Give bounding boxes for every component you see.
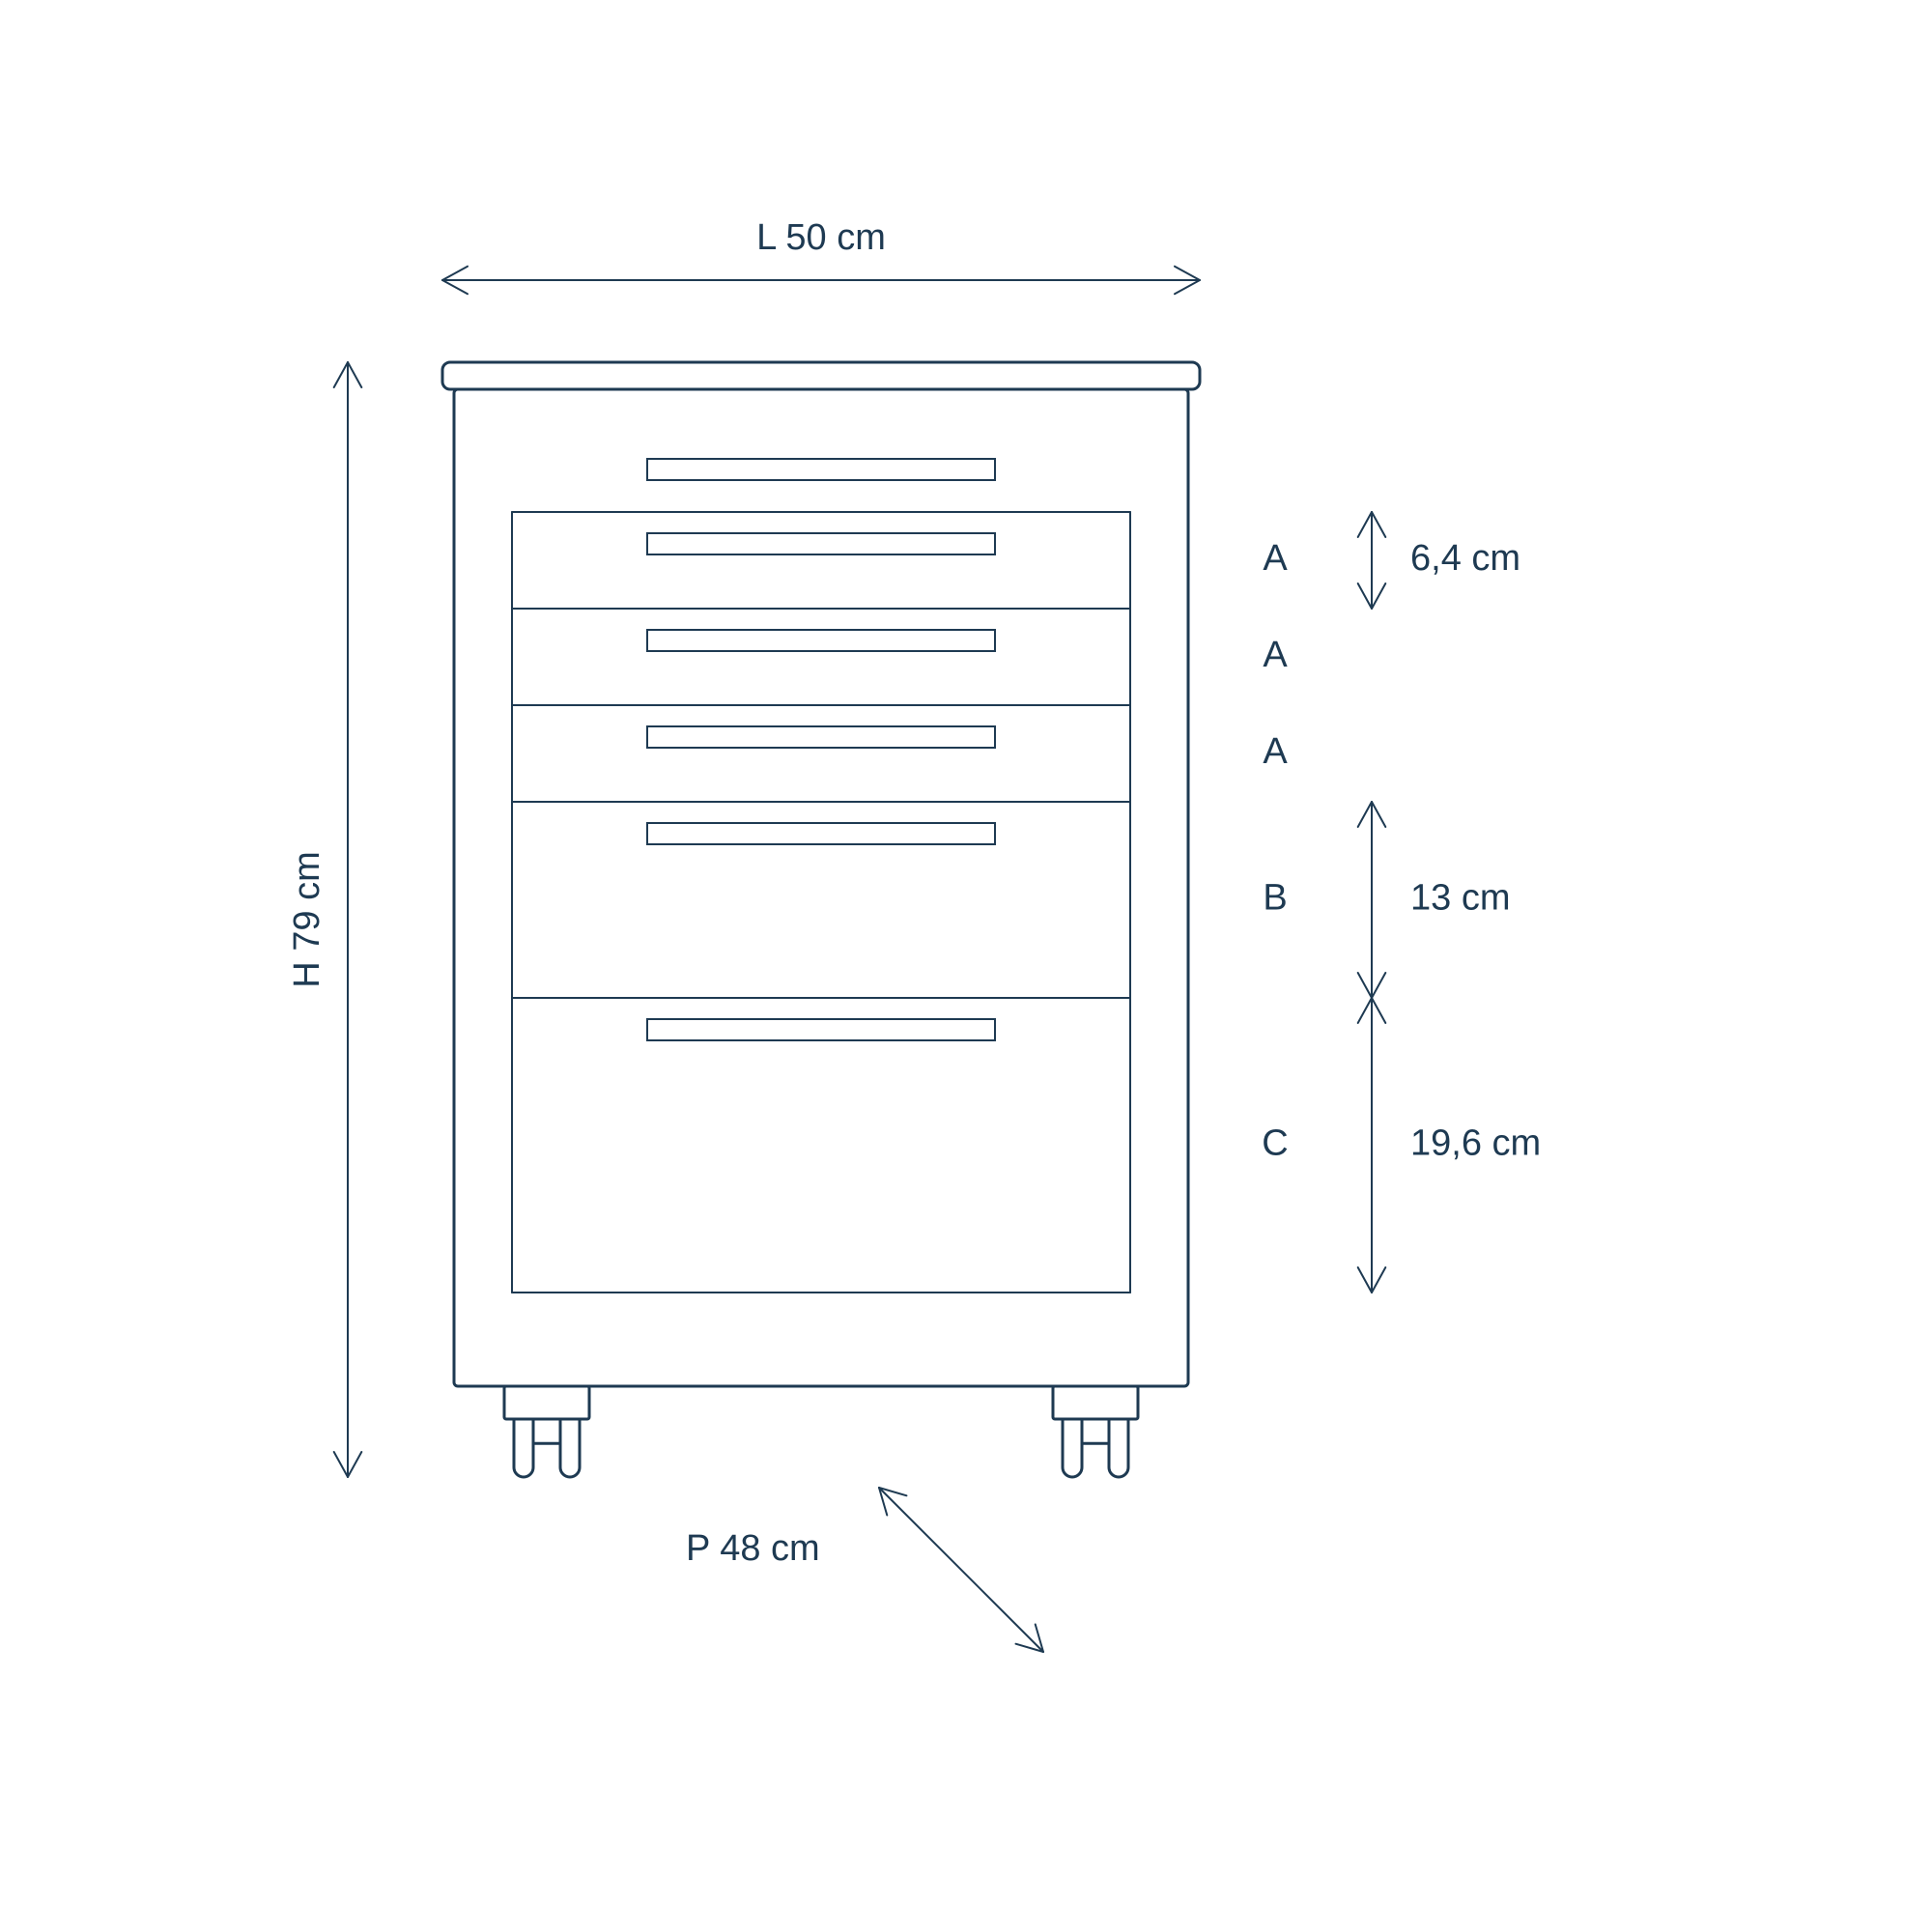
width-label: L 50 cm: [756, 217, 886, 258]
drawer-letter: A: [1263, 538, 1288, 579]
drawer-letter: B: [1263, 878, 1287, 919]
drawer-letter: A: [1263, 635, 1288, 675]
drawer-letter: C: [1262, 1123, 1288, 1164]
drawer-size-label: 6,4 cm: [1410, 538, 1520, 579]
height-label: H 79 cm: [287, 851, 327, 987]
depth-label: P 48 cm: [686, 1528, 820, 1569]
drawer-size-label: 19,6 cm: [1410, 1123, 1541, 1164]
drawer-letter: A: [1263, 731, 1288, 772]
drawer-size-label: 13 cm: [1410, 878, 1510, 919]
